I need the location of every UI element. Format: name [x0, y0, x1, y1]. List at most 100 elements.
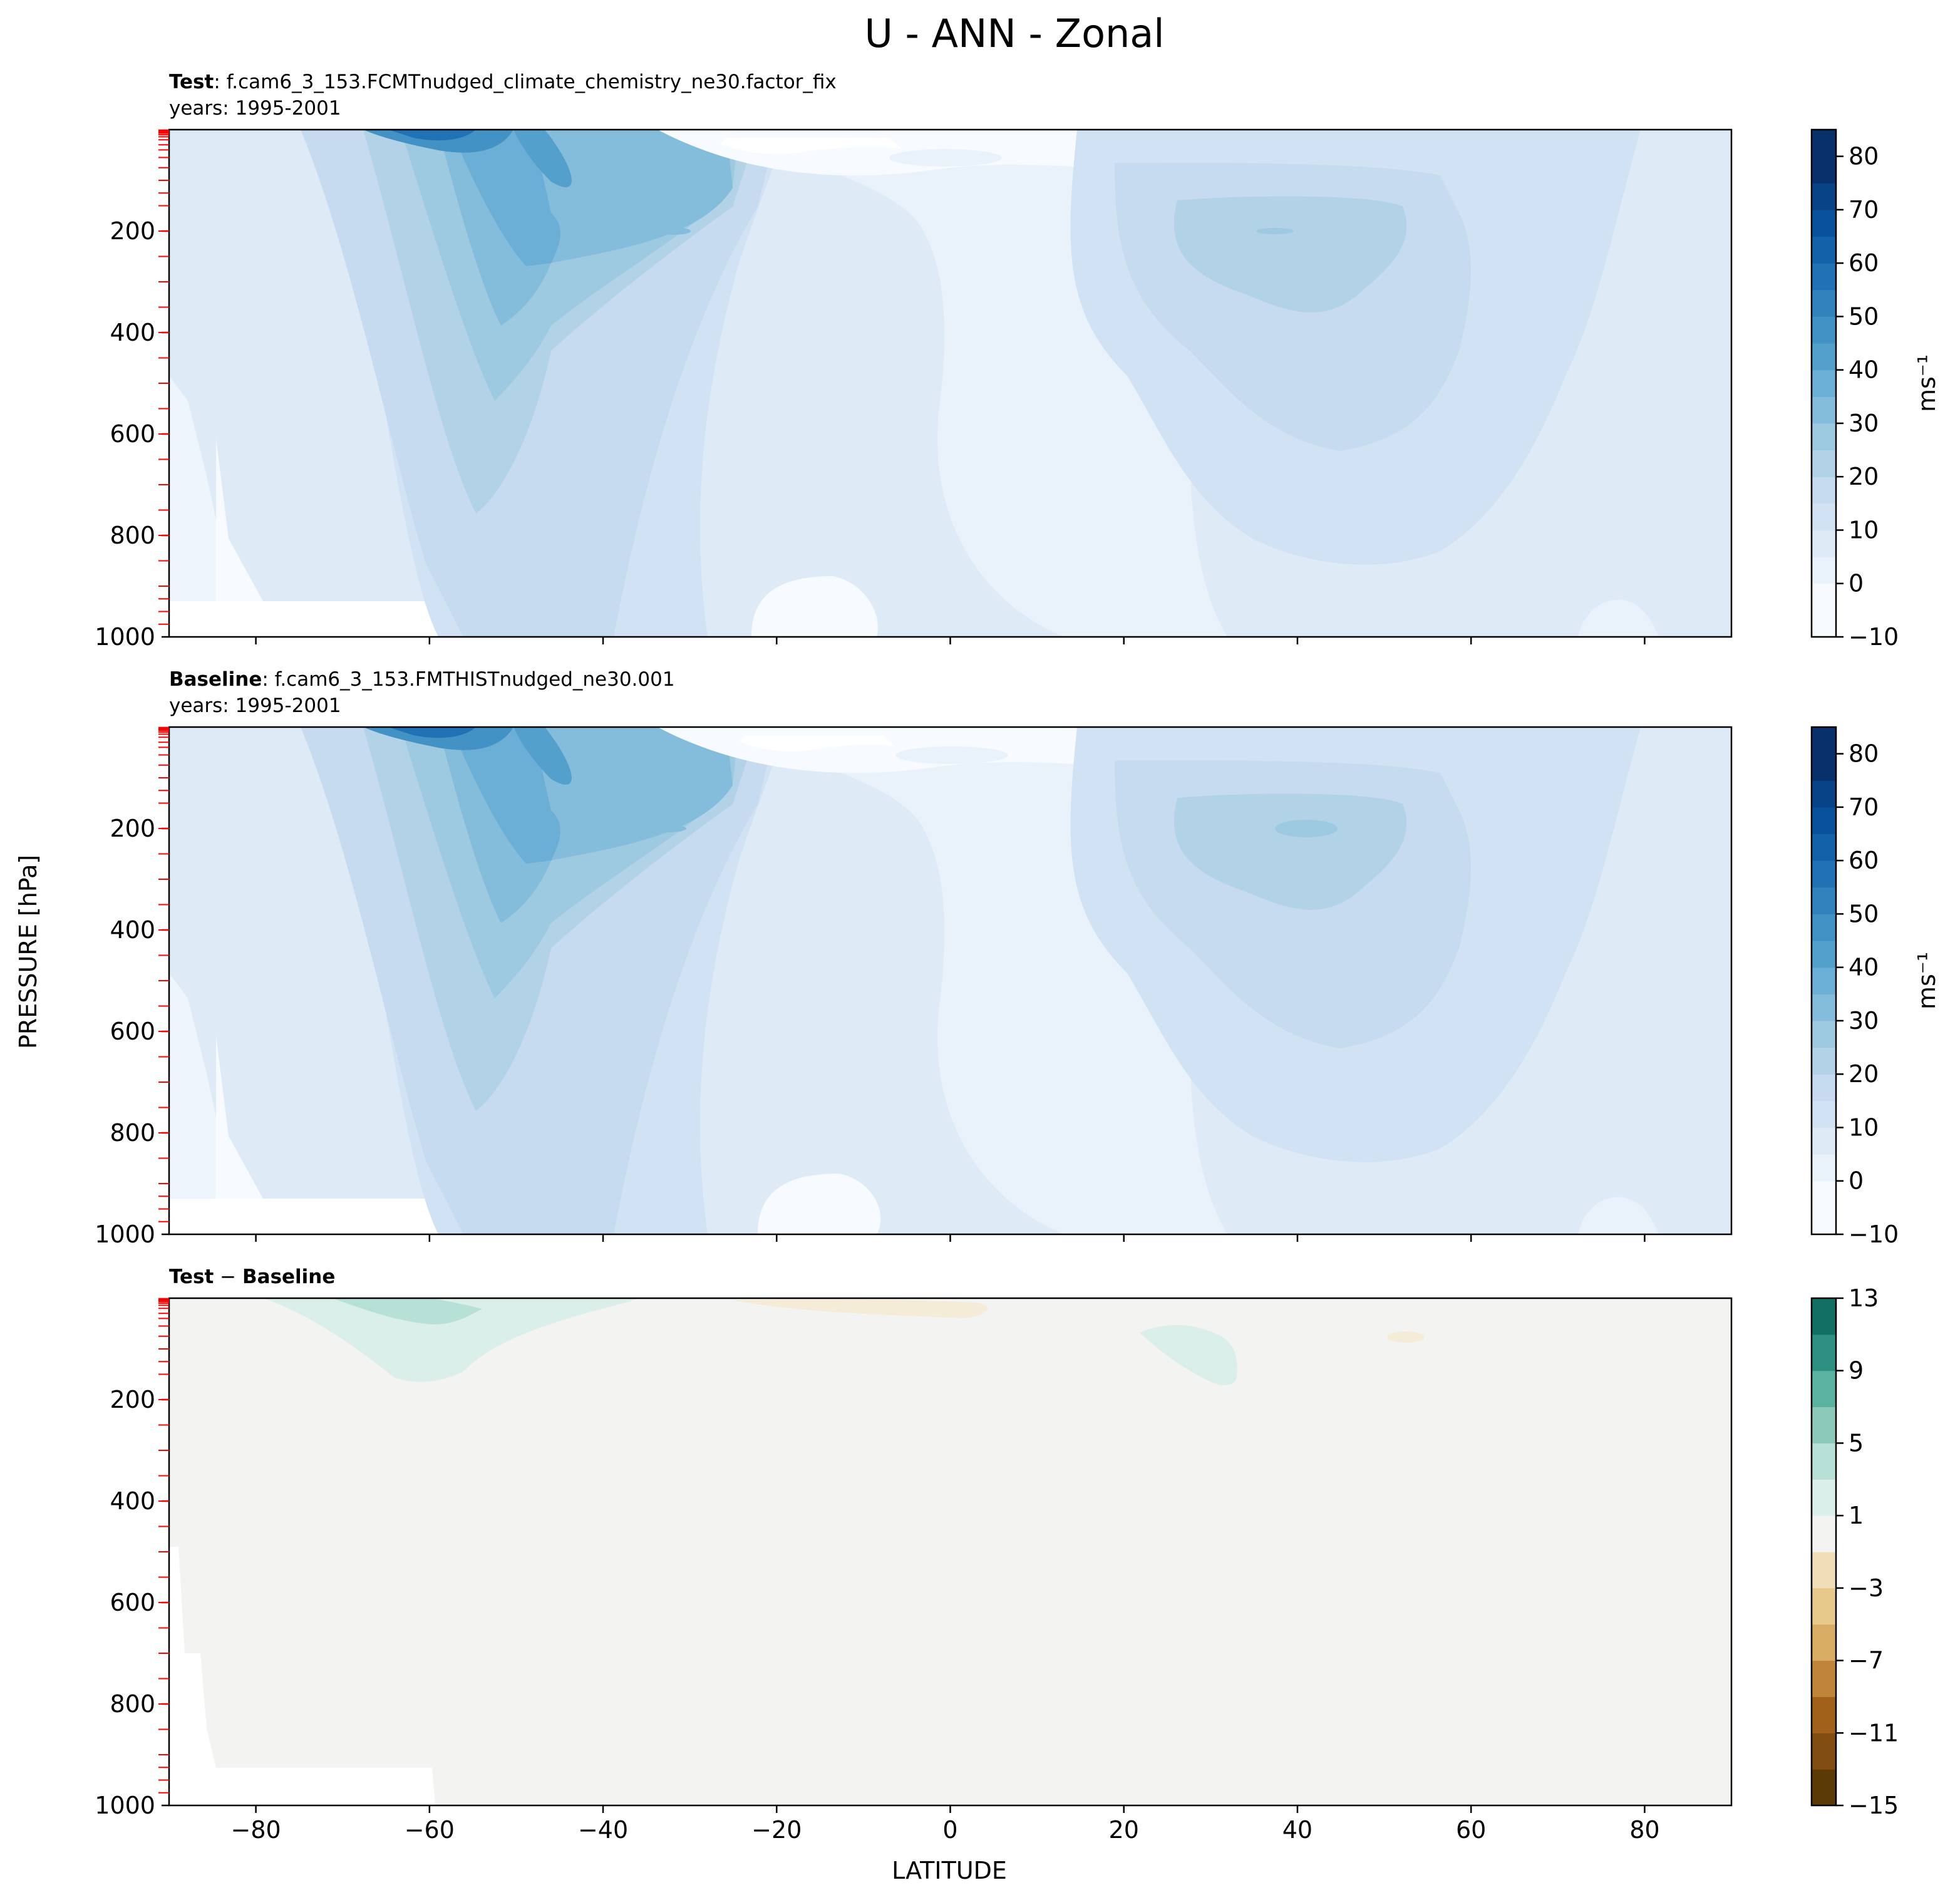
colorbar-band — [1812, 503, 1836, 530]
colorbar-band — [1812, 807, 1836, 835]
contour-field — [169, 727, 1731, 1234]
colorbar-band — [1812, 1298, 1836, 1335]
colorbar-band — [1812, 477, 1836, 504]
y-tick-label: 600 — [110, 420, 155, 448]
colorbar-band — [1812, 236, 1836, 264]
colorbar-tick-label: 0 — [1849, 1167, 1864, 1195]
x-tick-label: −20 — [751, 1816, 802, 1844]
colorbar-band — [1812, 1515, 1836, 1552]
colorbar: −10 0 10 20 30 40 50 60 70 80 — [1810, 128, 1899, 651]
colorbar-band — [1812, 369, 1836, 397]
model-level-markers — [158, 726, 169, 1222]
colorbar-tick-label: −7 — [1849, 1647, 1884, 1675]
colorbar-band — [1812, 1207, 1836, 1235]
colorbar-band — [1812, 1769, 1836, 1806]
colorbar-band — [1812, 727, 1836, 755]
colorbar-band — [1812, 450, 1836, 477]
colorbar-band — [1812, 1733, 1836, 1770]
colorbar-tick-label: 80 — [1849, 740, 1879, 768]
colorbar-band — [1812, 1334, 1836, 1371]
y-tick-label: 200 — [110, 1386, 155, 1413]
x-ticks: −80 −60 −40 −20 0 20 40 60 80 — [231, 1805, 1660, 1844]
x-tick-label: −60 — [405, 1816, 455, 1844]
colorbar-band — [1812, 1370, 1836, 1408]
colorbar-tick-label: 1 — [1849, 1502, 1864, 1529]
y-tick-label: 200 — [110, 217, 155, 245]
colorbar-tick-label: 60 — [1849, 249, 1879, 277]
y-tick-label: 800 — [110, 1690, 155, 1718]
colorbar-band — [1812, 209, 1836, 237]
colorbar-tick-label: 20 — [1849, 463, 1879, 490]
x-ticks — [255, 1234, 1646, 1242]
x-tick-label: 20 — [1109, 1816, 1139, 1844]
colorbar-tick-label: 10 — [1849, 516, 1879, 544]
colorbar-band — [1812, 753, 1836, 781]
colorbar-band — [1812, 941, 1836, 968]
y-tick-label: 200 — [110, 815, 155, 842]
y-tick-label: 800 — [110, 1119, 155, 1147]
y-ticks: 200 400 600 800 1000 — [95, 1386, 169, 1819]
colorbar-band — [1812, 263, 1836, 291]
colorbar-tick-label: 13 — [1849, 1284, 1879, 1312]
colorbar-frame — [1810, 726, 1837, 1236]
colorbar-tick-label: 9 — [1849, 1357, 1864, 1385]
colorbar-tick-label: 10 — [1849, 1113, 1879, 1141]
x-tick-label: −80 — [231, 1816, 281, 1844]
colorbar-band — [1812, 1479, 1836, 1516]
contour-field — [169, 130, 1731, 637]
y-tick-label: 600 — [110, 1589, 155, 1616]
colorbar-band — [1812, 583, 1836, 611]
colorbar-band — [1812, 156, 1836, 183]
colorbar-tick-label: −15 — [1849, 1792, 1899, 1819]
colorbar-band — [1812, 183, 1836, 210]
colorbar-frame — [1810, 128, 1837, 638]
colorbar-band — [1812, 1407, 1836, 1443]
y-tick-label: 1000 — [95, 623, 155, 651]
x-tick-label: 80 — [1629, 1816, 1659, 1844]
panel-test: Test: f.cam6_3_153.FCMTnudged_climate_ch… — [95, 71, 1941, 651]
y-tick-label: 800 — [110, 522, 155, 549]
colorbar-band — [1812, 130, 1836, 157]
colorbar-band — [1812, 316, 1836, 344]
colorbar-band — [1812, 994, 1836, 1021]
model-level-markers — [158, 1298, 169, 1794]
colorbar-band — [1812, 1127, 1836, 1155]
colorbar-tick-label: 70 — [1849, 793, 1879, 821]
x-tick-label: 60 — [1456, 1816, 1486, 1844]
y-tick-label: 400 — [110, 916, 155, 944]
y-tick-label: 400 — [110, 1487, 155, 1515]
colorbar-tick-label: 30 — [1849, 1007, 1879, 1035]
colorbar-band — [1812, 1660, 1836, 1697]
colorbar-tick-label: 50 — [1849, 302, 1879, 330]
colorbar-tick-label: −11 — [1849, 1719, 1899, 1747]
colorbar: −10 0 10 20 30 40 50 60 70 80 — [1810, 726, 1899, 1248]
colorbar-tick-label: 5 — [1849, 1429, 1864, 1457]
colorbar-band — [1812, 530, 1836, 557]
colorbar-band — [1812, 1100, 1836, 1128]
colorbar-tick-label: 20 — [1849, 1060, 1879, 1088]
colorbar-band — [1812, 914, 1836, 941]
model-level-markers — [158, 129, 169, 625]
colorbar-band — [1812, 396, 1836, 424]
colorbar-label: ms⁻¹ — [1913, 354, 1941, 412]
colorbar-band — [1812, 887, 1836, 914]
colorbar-tick-label: 30 — [1849, 410, 1879, 437]
colorbar-tick-label: 40 — [1849, 356, 1879, 384]
y-axis-label: PRESSURE [hPa] — [14, 855, 42, 1049]
colorbar-band — [1812, 343, 1836, 371]
colorbar-band — [1812, 780, 1836, 808]
colorbar-tick-label: −10 — [1849, 623, 1899, 651]
colorbar-band — [1812, 1047, 1836, 1075]
colorbar-tick-label: 80 — [1849, 143, 1879, 170]
y-ticks: 200 400 600 800 1000 — [95, 815, 169, 1248]
colorbar-band — [1812, 289, 1836, 317]
colorbar-frame — [1810, 1297, 1837, 1807]
panel-test-years: years: 1995-2001 — [169, 97, 341, 120]
x-ticks — [255, 637, 1646, 644]
colorbar-band — [1812, 834, 1836, 861]
colorbar-tick-label: 50 — [1849, 900, 1879, 927]
colorbar-band — [1812, 1443, 1836, 1480]
colorbar-tick-label: −10 — [1849, 1221, 1899, 1248]
colorbar: −15 −11 −7 −3 1 5 9 13 — [1810, 1284, 1899, 1819]
colorbar-band — [1812, 1552, 1836, 1589]
